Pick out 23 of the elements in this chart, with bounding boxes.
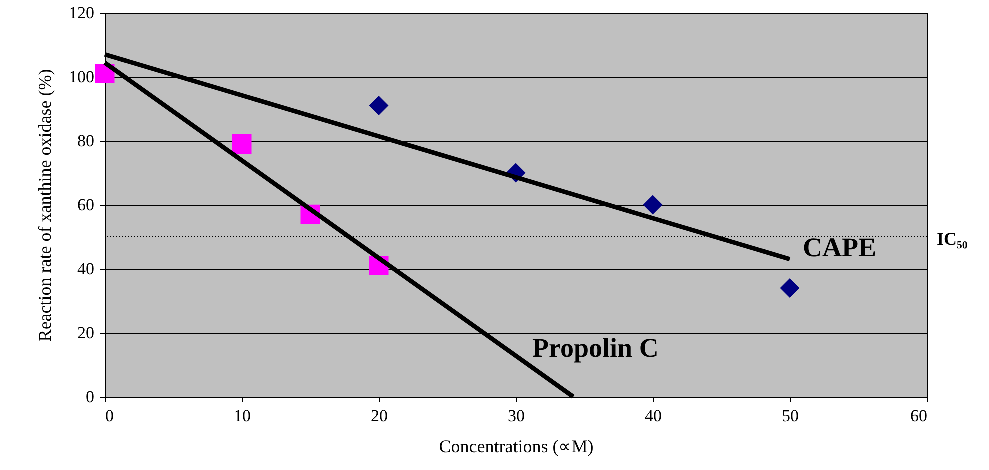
y-tick-label: 20 — [78, 324, 94, 342]
x-tick-label: 30 — [508, 406, 525, 426]
ref-line-label: IC₅₀ — [937, 229, 968, 249]
series-label: Propolin C — [532, 333, 659, 363]
x-tick-label: 0 — [106, 406, 114, 426]
y-tick-label: 40 — [78, 260, 94, 278]
point — [232, 134, 252, 154]
x-tick-label: 20 — [371, 406, 388, 426]
y-axis-title: Reaction rate of xanthine oxidase (%) — [35, 69, 55, 342]
x-tick-label: 50 — [782, 406, 799, 426]
point — [369, 96, 389, 116]
point — [643, 195, 663, 215]
y-tick-label: 120 — [69, 4, 94, 22]
series-label: CAPE — [803, 232, 876, 262]
x-tick-label: 10 — [234, 406, 251, 426]
y-tick-label: 100 — [69, 68, 94, 86]
point — [780, 278, 800, 298]
x-axis-title: Concentrations (∝M) — [439, 436, 594, 456]
y-tick-label: 0 — [86, 388, 94, 406]
y-tick-label: 60 — [78, 196, 94, 214]
y-tick-label: 80 — [78, 132, 94, 150]
x-tick-label: 60 — [910, 406, 928, 426]
x-tick-label: 40 — [645, 406, 662, 426]
